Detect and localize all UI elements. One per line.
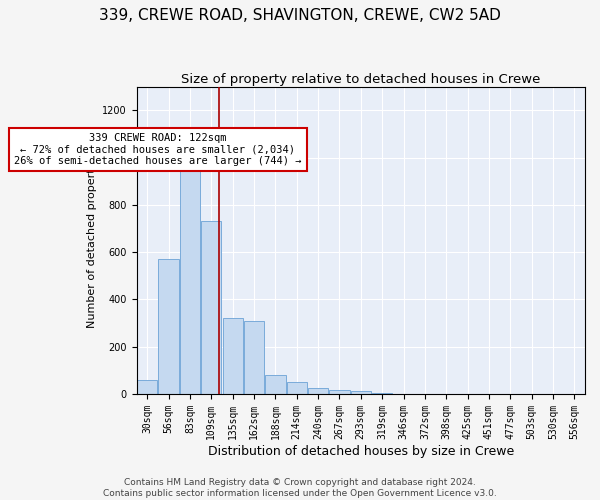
Bar [180, 146, 200, 394]
Bar [308, 388, 328, 394]
Bar [223, 318, 243, 394]
Bar [158, 259, 179, 394]
X-axis label: Distribution of detached houses by size in Crewe: Distribution of detached houses by size … [208, 444, 514, 458]
Bar [137, 380, 157, 394]
Bar [287, 382, 307, 394]
Text: 339, CREWE ROAD, SHAVINGTON, CREWE, CW2 5AD: 339, CREWE ROAD, SHAVINGTON, CREWE, CW2 … [99, 8, 501, 22]
Y-axis label: Number of detached properties: Number of detached properties [87, 152, 97, 328]
Bar [329, 390, 350, 394]
Bar [372, 393, 392, 394]
Bar [244, 320, 264, 394]
Bar [265, 375, 286, 394]
Bar [201, 222, 221, 394]
Text: 339 CREWE ROAD: 122sqm
← 72% of detached houses are smaller (2,034)
26% of semi-: 339 CREWE ROAD: 122sqm ← 72% of detached… [14, 133, 302, 166]
Text: Contains HM Land Registry data © Crown copyright and database right 2024.
Contai: Contains HM Land Registry data © Crown c… [103, 478, 497, 498]
Title: Size of property relative to detached houses in Crewe: Size of property relative to detached ho… [181, 72, 541, 86]
Bar [350, 391, 371, 394]
